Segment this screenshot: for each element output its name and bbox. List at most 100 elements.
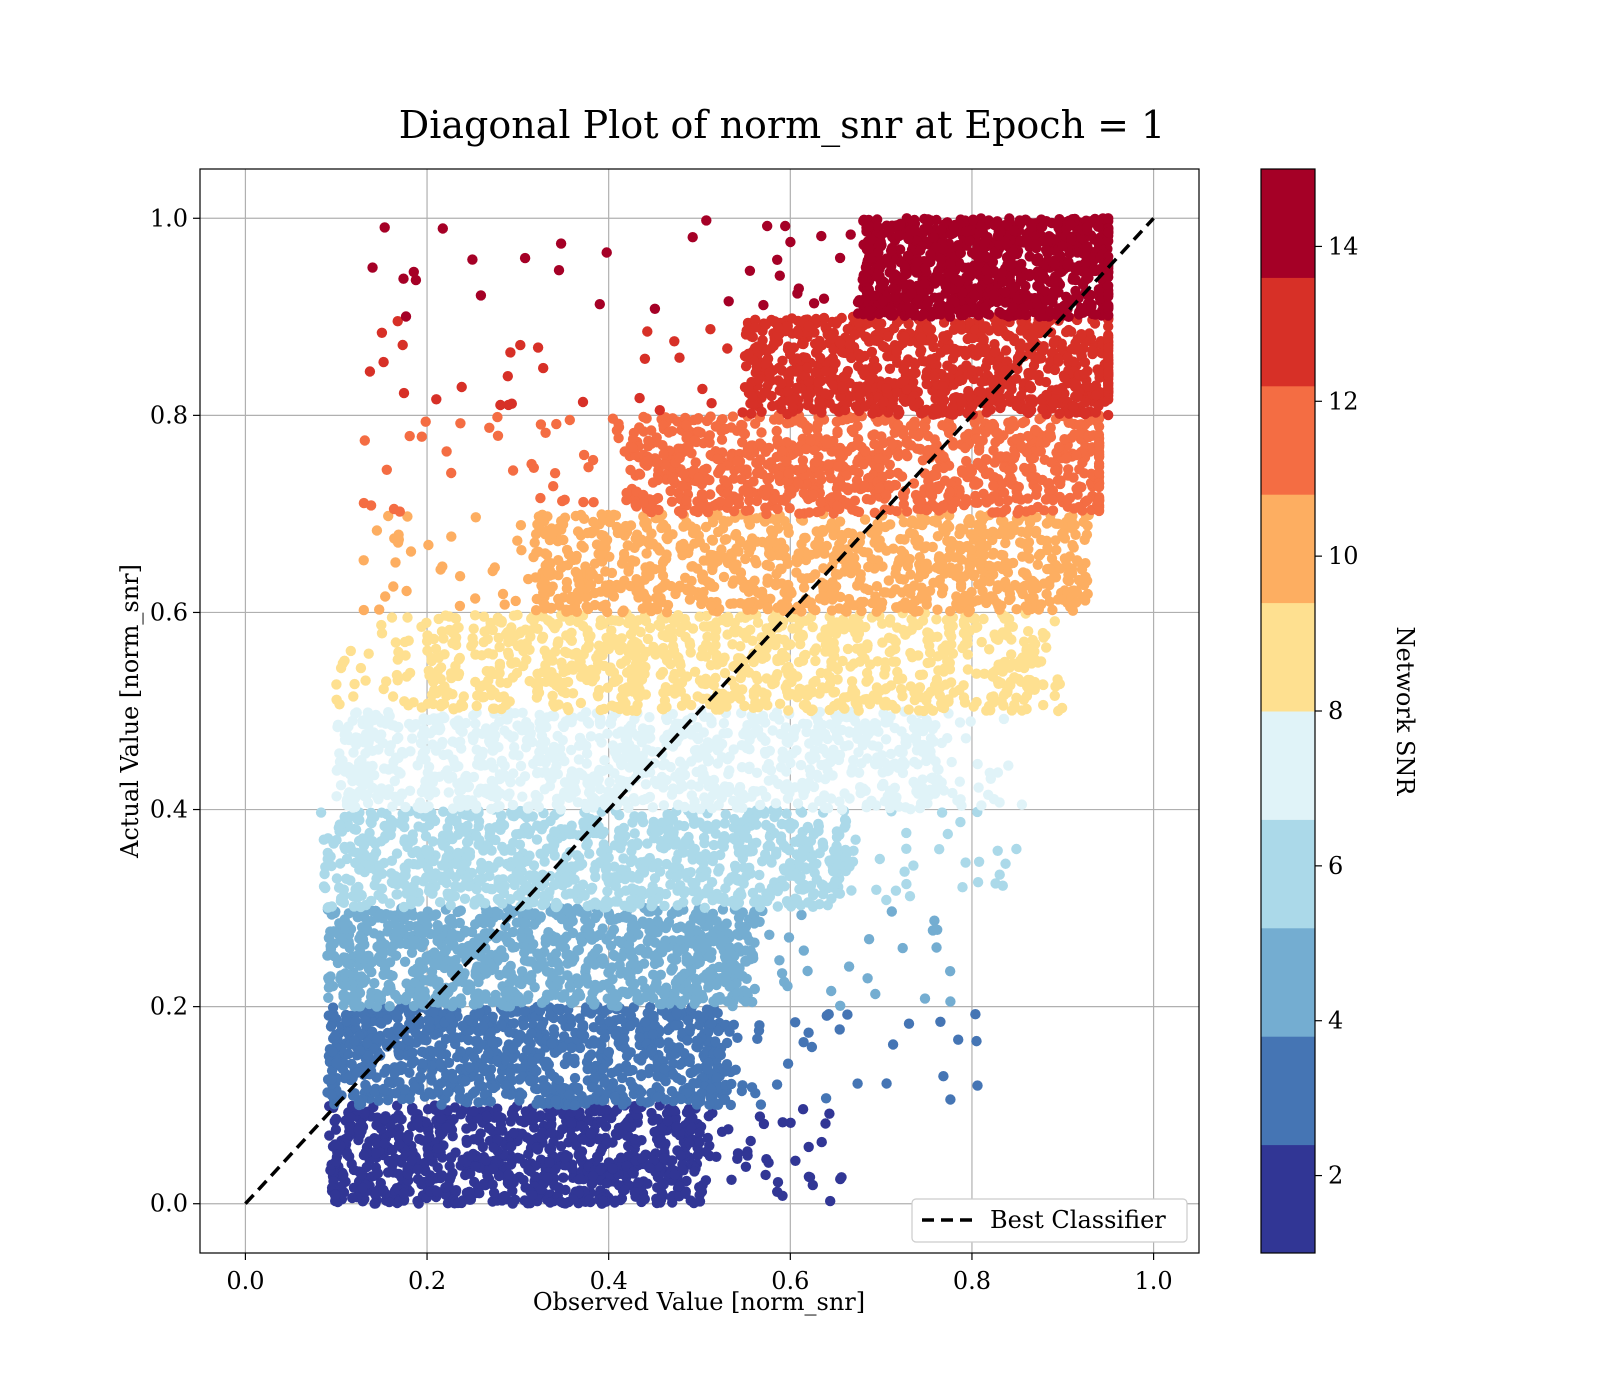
scatter-point — [585, 1128, 596, 1139]
scatter-point — [478, 1020, 489, 1032]
scatter-point — [659, 758, 670, 769]
scatter-point — [619, 1120, 631, 1131]
scatter-point — [526, 1028, 537, 1039]
scatter-point — [825, 1195, 836, 1207]
scatter-point — [970, 1009, 981, 1020]
scatter-point — [639, 1016, 651, 1028]
scatter-point — [813, 825, 824, 837]
scatter-point — [972, 758, 983, 770]
scatter-point — [478, 1178, 489, 1190]
scatter-point — [445, 1152, 457, 1164]
scatter-point — [585, 884, 597, 895]
scatter-point — [629, 1187, 640, 1198]
scatter-point — [804, 1172, 816, 1183]
scatter-point — [545, 1127, 556, 1139]
scatter-point — [534, 1095, 546, 1106]
scatter-point — [620, 885, 631, 896]
scatter-point — [462, 984, 473, 996]
scatter-point — [636, 814, 648, 825]
scatter-point — [932, 924, 943, 935]
scatter-point — [844, 861, 855, 872]
scatter-point — [820, 773, 831, 785]
scatter-point — [577, 769, 588, 781]
scatter-point — [336, 893, 347, 904]
scatter-point — [832, 727, 843, 738]
scatter-point — [808, 781, 820, 793]
scatter-point — [694, 851, 706, 862]
scatter-point — [765, 854, 776, 865]
scatter-point — [755, 1099, 767, 1110]
scatter-point — [691, 1035, 703, 1047]
scatter-point — [385, 829, 396, 841]
scatter-point — [403, 1035, 415, 1046]
scatter-point — [389, 1113, 401, 1124]
scatter-point — [402, 1168, 413, 1180]
scatter-point — [569, 1057, 580, 1069]
scatter-point — [517, 791, 528, 802]
scatter-point — [589, 1038, 600, 1049]
scatter-point — [606, 962, 618, 973]
scatter-point — [625, 946, 636, 957]
scatter-point — [508, 837, 519, 848]
scatter-point — [386, 877, 398, 888]
scatter-point — [674, 1059, 686, 1070]
scatter-point — [448, 1073, 459, 1084]
scatter-point — [516, 932, 527, 943]
scatter-point — [771, 1079, 783, 1090]
scatter-point — [540, 757, 551, 768]
scatter-point — [449, 890, 461, 902]
scatter-point — [370, 1189, 381, 1200]
scatter-point — [658, 1153, 670, 1164]
scatter-point — [408, 1000, 420, 1012]
scatter-point — [871, 884, 882, 895]
scatter-point — [724, 765, 735, 776]
scatter-point — [754, 1020, 765, 1031]
scatter-point — [660, 922, 672, 934]
scatter-point — [447, 833, 458, 845]
scatter-point — [352, 814, 363, 825]
scatter-point — [636, 1153, 647, 1164]
scatter-point — [385, 814, 397, 826]
scatter-point — [781, 736, 792, 747]
scatter-point — [587, 1170, 599, 1182]
scatter-point — [435, 1059, 446, 1070]
scatter-point — [576, 858, 588, 870]
scatter-point — [953, 1034, 964, 1045]
scatter-point — [680, 1188, 691, 1200]
scatter-point — [760, 748, 771, 759]
scatter-point — [393, 721, 404, 733]
scatter-point — [546, 773, 557, 785]
scatter-point — [393, 1139, 405, 1150]
scatter-point — [396, 788, 408, 799]
scatter-point — [373, 889, 384, 901]
scatter-point — [451, 858, 462, 870]
scatter-point — [511, 867, 522, 879]
scatter-point — [418, 927, 430, 938]
scatter-point — [536, 824, 547, 835]
scatter-point — [616, 864, 627, 875]
scatter-point — [711, 916, 722, 927]
scatter-point — [493, 856, 505, 867]
scatter-point — [420, 754, 431, 765]
scatter-point — [356, 1169, 367, 1180]
scatter-point — [887, 1039, 899, 1050]
scatter-point — [824, 1108, 835, 1119]
scatter-point — [350, 884, 361, 895]
scatter-point — [602, 728, 613, 739]
scatter-point — [822, 803, 834, 814]
scatter-point — [972, 1080, 983, 1091]
scatter-point — [834, 888, 846, 899]
scatter-point — [502, 986, 513, 997]
scatter-point — [350, 1016, 361, 1027]
scatter-point — [847, 763, 858, 774]
scatter-point — [382, 1027, 393, 1039]
scatter-point — [539, 784, 550, 795]
scatter-point — [576, 1120, 587, 1132]
scatter-point — [471, 700, 482, 712]
scatter-point — [555, 1083, 567, 1095]
scatter-point — [748, 714, 759, 725]
scatter-point — [386, 855, 398, 866]
scatter-point — [572, 1082, 584, 1094]
scatter-point — [566, 1042, 577, 1054]
scatter-point — [651, 778, 662, 790]
